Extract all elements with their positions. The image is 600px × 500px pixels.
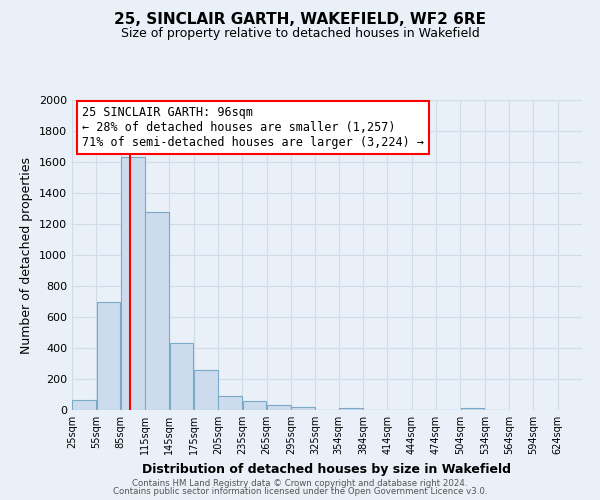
Bar [292, 407, 315, 410]
Bar [97, 302, 120, 410]
Bar [339, 408, 362, 410]
Text: 25, SINCLAIR GARTH, WAKEFIELD, WF2 6RE: 25, SINCLAIR GARTH, WAKEFIELD, WF2 6RE [114, 12, 486, 28]
Bar [170, 342, 193, 410]
Y-axis label: Number of detached properties: Number of detached properties [20, 156, 34, 354]
Text: Contains public sector information licensed under the Open Government Licence v3: Contains public sector information licen… [113, 487, 487, 496]
Text: 25 SINCLAIR GARTH: 96sqm
← 28% of detached houses are smaller (1,257)
71% of sem: 25 SINCLAIR GARTH: 96sqm ← 28% of detach… [82, 106, 424, 149]
Bar [218, 396, 242, 410]
X-axis label: Distribution of detached houses by size in Wakefield: Distribution of detached houses by size … [143, 462, 511, 475]
Bar [121, 158, 145, 410]
Bar [73, 400, 96, 410]
Bar [194, 370, 218, 410]
Bar [461, 408, 484, 410]
Text: Contains HM Land Registry data © Crown copyright and database right 2024.: Contains HM Land Registry data © Crown c… [132, 478, 468, 488]
Bar [242, 402, 266, 410]
Text: Size of property relative to detached houses in Wakefield: Size of property relative to detached ho… [121, 28, 479, 40]
Bar [267, 406, 290, 410]
Bar [145, 212, 169, 410]
